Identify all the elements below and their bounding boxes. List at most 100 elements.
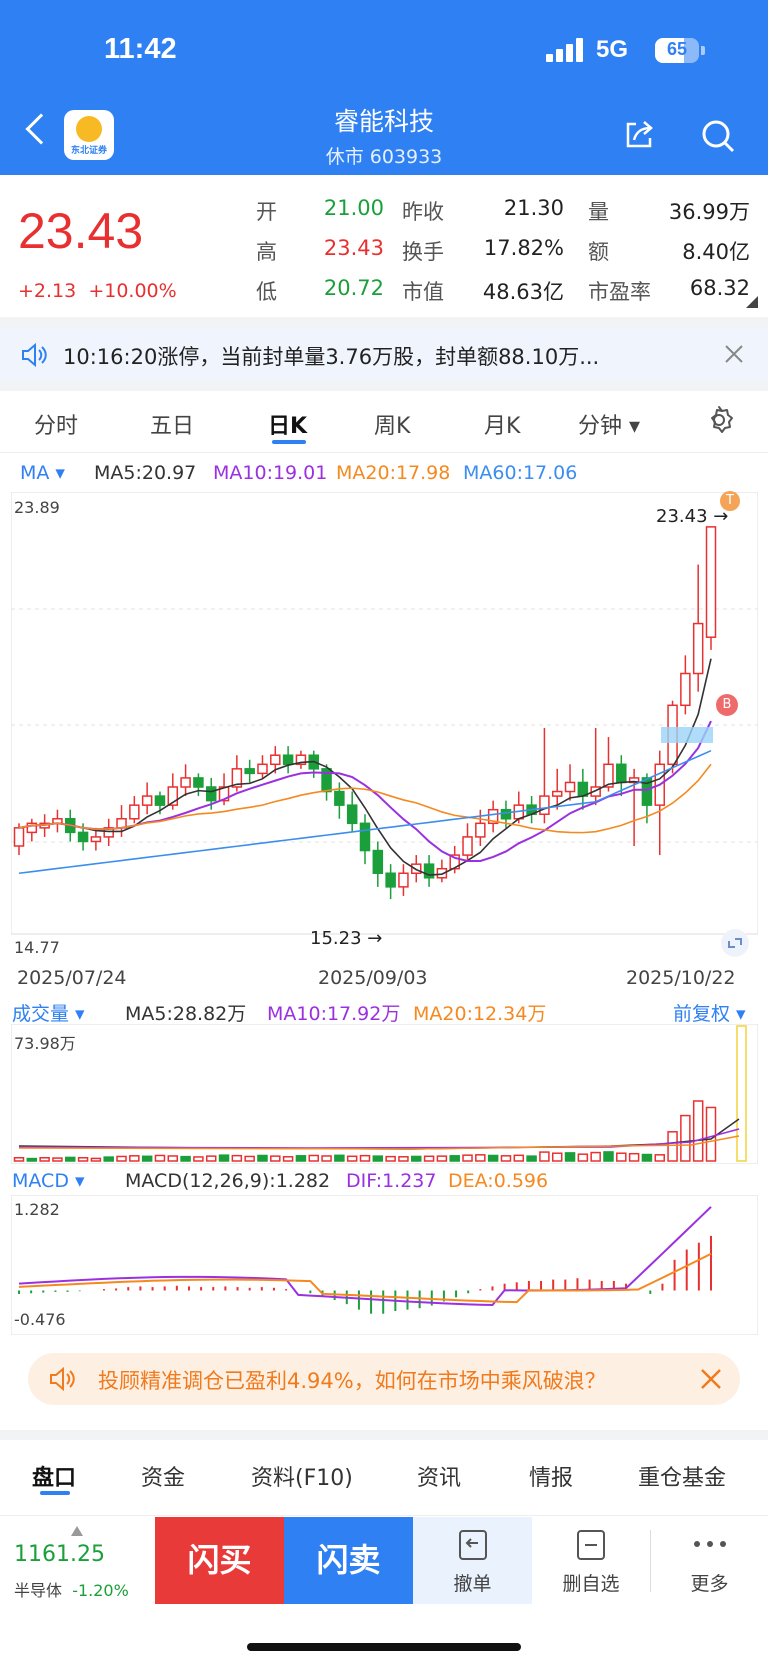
candle-up: [103, 827, 114, 838]
volume-bar: [154, 1154, 166, 1162]
candle-up: [705, 526, 717, 638]
kline-chart[interactable]: [11, 492, 758, 995]
tab-profile[interactable]: 资料(F10): [251, 1466, 353, 1491]
volume-bar: [692, 1100, 704, 1162]
volume-bar: [167, 1155, 179, 1162]
app-header: 11:42 5G 65 东北证券 睿能科技 休市 603933: [0, 0, 768, 175]
candle-up: [436, 867, 448, 879]
vol-ma20-line: [18, 1135, 740, 1150]
candle-down: [616, 763, 627, 784]
candle-up: [231, 768, 243, 788]
quote-value: 20.72: [323, 276, 384, 300]
marker-b[interactable]: B: [716, 694, 738, 716]
candle-up: [257, 763, 268, 775]
quote-label: 高: [256, 240, 277, 264]
tab-minute[interactable]: 分钟 ▾: [578, 414, 641, 439]
quote-value: 17.82%: [483, 236, 564, 260]
candle-up: [475, 822, 486, 838]
tab-monthly-k[interactable]: 月K: [484, 414, 521, 439]
candle-down: [321, 768, 332, 793]
advisor-banner[interactable]: 投顾精准调仓已盈利4.94%，如何在市场中乘风破浪？: [28, 1353, 740, 1405]
volume-bar: [449, 1155, 460, 1162]
tab-holding-funds[interactable]: 重仓基金: [638, 1466, 727, 1491]
volume-bar: [321, 1155, 332, 1162]
remove-watchlist-button[interactable]: 删自选: [532, 1517, 650, 1604]
volume-selector[interactable]: 成交量 ▾: [12, 1003, 85, 1025]
volume-bar: [257, 1154, 268, 1162]
macd-ymin: -0.476: [14, 1310, 66, 1329]
tab-orderbook[interactable]: 盘口: [32, 1466, 77, 1491]
up-arrow-icon: [71, 1526, 83, 1536]
quick-sell-button[interactable]: 闪卖: [284, 1517, 413, 1604]
limit-up-notice[interactable]: 10:16:20涨停，当前封单量3.76万股，封单额88.10万...: [0, 327, 768, 381]
candle-down: [193, 777, 204, 788]
macd-selector[interactable]: MACD ▾: [12, 1170, 85, 1192]
tab-5day[interactable]: 五日: [150, 414, 195, 439]
tab-weekly-k[interactable]: 周K: [374, 414, 411, 439]
tab-daily-k[interactable]: 日K: [268, 414, 308, 439]
ma60-value: MA60:17.06: [463, 462, 578, 484]
volume-bar: [654, 1154, 665, 1162]
date-end: 2025/10/22: [626, 967, 736, 989]
volume-bar: [577, 1153, 589, 1162]
more-button[interactable]: 更多: [651, 1517, 768, 1604]
date-start: 2025/07/24: [17, 967, 127, 989]
adjust-selector[interactable]: 前复权 ▾: [673, 1003, 746, 1025]
active-tab-indicator: [40, 1491, 70, 1495]
gear-icon[interactable]: [704, 405, 734, 435]
quote-value: 48.63亿: [482, 280, 564, 304]
tab-funds[interactable]: 资金: [141, 1466, 186, 1491]
fullscreen-icon[interactable]: [720, 928, 750, 958]
quote-value: 8.40亿: [682, 240, 750, 264]
share-icon[interactable]: [622, 118, 656, 152]
chart-frame: [11, 1195, 758, 1335]
vol-ma10-line: [18, 1128, 740, 1149]
quote-value: 21.00: [323, 196, 384, 220]
quote-value: 21.30: [503, 196, 564, 220]
candle-up: [398, 872, 409, 888]
quote-label: 市盈率: [588, 280, 651, 304]
volume-bar: [129, 1155, 140, 1162]
cancel-order-button[interactable]: 撤单: [413, 1517, 532, 1604]
search-icon[interactable]: [700, 118, 736, 154]
index-value[interactable]: 1161.25: [14, 1542, 105, 1567]
volume-bar: [411, 1155, 422, 1162]
volume-bar: [231, 1154, 243, 1162]
candle-down: [641, 777, 653, 806]
home-indicator: [247, 1643, 521, 1651]
stock-code: 休市 603933: [325, 146, 443, 168]
index-name[interactable]: 半导体 -1.20%: [14, 1581, 129, 1600]
volume-bar: [500, 1155, 512, 1162]
price-change: +2.13 +10.00%: [18, 280, 177, 302]
network-type: 5G: [596, 36, 629, 63]
volume-bar: [526, 1155, 537, 1162]
close-icon[interactable]: [700, 1368, 722, 1390]
volume-bar: [539, 1151, 550, 1162]
tab-intraday[interactable]: 分时: [34, 414, 79, 439]
tab-intel[interactable]: 情报: [529, 1466, 574, 1491]
quote-label: 额: [588, 240, 609, 264]
volume-bar: [705, 1106, 717, 1162]
candle-up: [564, 781, 576, 793]
ma-selector[interactable]: MA ▾: [20, 462, 65, 484]
candle-up: [692, 622, 704, 675]
volume-chart[interactable]: [11, 1024, 758, 1164]
signal-icon: [546, 38, 586, 62]
speaker-icon: [22, 342, 47, 368]
candle-up: [167, 786, 179, 806]
current-price: 23.43: [18, 203, 144, 259]
macd-chart[interactable]: [11, 1195, 758, 1335]
battery-icon: 65: [655, 38, 699, 63]
ma5-value: MA5:20.97: [94, 462, 197, 484]
volume-bar: [13, 1157, 25, 1162]
volume-bar: [65, 1156, 76, 1162]
quick-buy-button[interactable]: 闪买: [155, 1517, 284, 1604]
marker-t[interactable]: T: [720, 491, 740, 511]
tab-news[interactable]: 资讯: [417, 1466, 462, 1491]
close-icon[interactable]: [724, 344, 744, 364]
volume-bar: [564, 1152, 576, 1162]
volume-bar: [295, 1155, 307, 1162]
candle-up: [218, 786, 230, 802]
corner-arrow-icon[interactable]: [746, 296, 758, 308]
active-tab-indicator: [272, 440, 306, 444]
